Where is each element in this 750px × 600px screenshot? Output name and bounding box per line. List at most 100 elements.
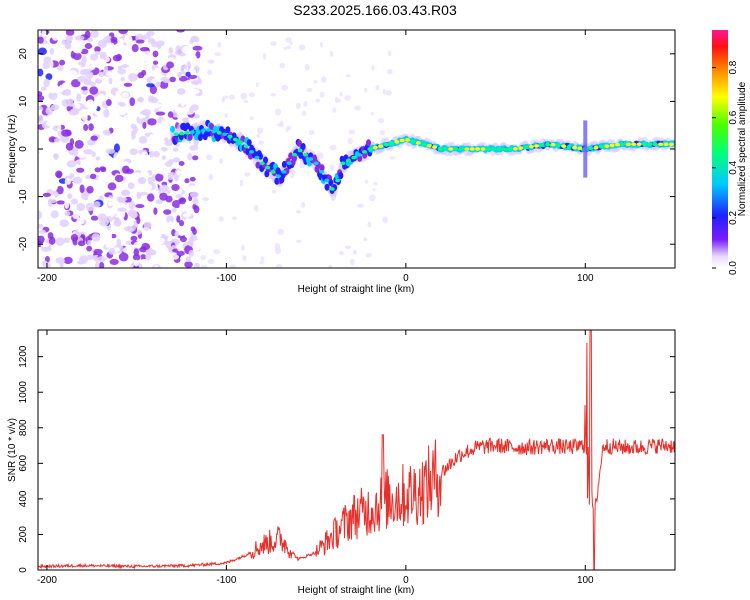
heatmap-cell — [149, 104, 154, 109]
heatmap-cell — [86, 81, 96, 87]
heatmap-cell — [291, 155, 297, 163]
heatmap-cell — [195, 129, 201, 134]
heatmap-cell — [125, 168, 134, 174]
heatmap-cell — [86, 185, 94, 194]
heatmap-cell — [289, 41, 293, 46]
heatmap-cell — [352, 249, 357, 255]
heatmap-cell — [175, 262, 185, 268]
heatmap-cell — [135, 39, 145, 44]
heatmap-cell — [187, 133, 193, 141]
heatmap-cell — [125, 124, 131, 131]
heatmap-cell — [357, 154, 363, 162]
heatmap-cell — [382, 216, 388, 224]
heatmap-cell — [555, 143, 561, 148]
heatmap-cell — [347, 137, 353, 145]
heatmap-cell — [588, 146, 594, 151]
heatmap-cell — [38, 115, 44, 124]
heatmap-cell — [121, 140, 129, 147]
heatmap-cell — [192, 114, 200, 119]
heatmap-cell — [295, 102, 302, 110]
heatmap-cell — [113, 66, 118, 72]
heatmap-cell — [87, 37, 94, 42]
heatmap-cell — [87, 195, 94, 201]
heatmap-cell — [189, 88, 200, 95]
heatmap-cell — [176, 113, 185, 120]
heatmap-cell — [140, 254, 147, 261]
chart-title: S233.2025.166.03.43.R03 — [293, 2, 457, 18]
heatmap-cell — [50, 210, 59, 219]
heatmap-cell — [38, 105, 44, 111]
heatmap-cell — [138, 114, 144, 119]
heatmap-cell — [113, 143, 120, 153]
heatmap-cell — [301, 201, 306, 208]
colorbar-tick-label: 0.2 — [728, 211, 739, 225]
heatmap-cell — [205, 128, 211, 132]
heatmap-cell — [242, 255, 247, 262]
heatmap-cell — [129, 148, 138, 156]
heatmap-cell — [308, 157, 314, 161]
heatmap-cell — [134, 259, 139, 267]
colorbar-tick-label: 0.4 — [728, 160, 739, 174]
heatmap-cell — [79, 249, 87, 255]
heatmap-cell — [98, 59, 107, 68]
heatmap-cell — [123, 114, 131, 121]
heatmap-cell — [179, 197, 187, 205]
heatmap-cell — [116, 238, 122, 248]
heatmap-cell — [94, 78, 103, 84]
heatmap-cell — [254, 155, 260, 160]
heatmap-cell — [224, 113, 228, 118]
heatmap-cell — [283, 46, 287, 51]
heatmap-cell — [348, 129, 356, 135]
colorbar-tick-label: 0.6 — [728, 110, 739, 124]
heatmap-cell — [70, 234, 79, 242]
heatmap-cell — [41, 86, 47, 91]
heatmap-cell — [279, 120, 284, 128]
heatmap-cell — [298, 151, 304, 159]
heatmap-cell — [145, 112, 150, 118]
heatmap-cell — [165, 117, 171, 127]
heatmap-cell — [120, 77, 125, 82]
heatmap-cell — [66, 160, 77, 168]
heatmap-cell — [129, 97, 136, 107]
heatmap-cell — [275, 263, 283, 268]
colorbar-ticks: 0.0 0.2 0.4 0.6 0.8 — [712, 60, 739, 275]
heatmap-cell — [189, 191, 199, 198]
y-tick-label: 1200 — [18, 345, 29, 368]
heatmap-cell — [67, 223, 75, 230]
heatmap-cell — [143, 183, 153, 191]
heatmap-cell — [147, 249, 157, 256]
heatmap-cell — [157, 43, 162, 50]
heatmap-cell — [190, 226, 196, 232]
heatmap-cell — [405, 138, 411, 142]
heatmap-cell — [179, 131, 185, 136]
heatmap-cell — [177, 243, 182, 252]
heatmap-cell — [321, 76, 327, 84]
heatmap-cell — [334, 96, 339, 103]
heatmap-cell — [173, 132, 179, 137]
heatmap-cell — [168, 159, 174, 165]
heatmap-cell — [119, 161, 129, 166]
heatmap-cell — [149, 259, 157, 265]
heatmap-cell — [345, 158, 351, 163]
x-tick-label: -200 — [37, 273, 57, 284]
heatmap-cell — [97, 93, 106, 103]
heatmap-cell — [152, 50, 159, 58]
y-tick-label: 20 — [18, 48, 29, 60]
heatmap-cell — [241, 244, 245, 251]
y-tick-label: 0 — [18, 146, 29, 152]
heatmap-cell — [64, 211, 71, 217]
heatmap-cell — [141, 226, 151, 234]
heatmap-cell — [130, 235, 138, 242]
x-tick-label: -100 — [216, 273, 236, 284]
heatmap-cell — [95, 156, 101, 161]
heatmap-cell — [72, 176, 83, 184]
heatmap-cell — [329, 164, 335, 171]
heatmap-cell — [51, 31, 60, 41]
heatmap-cell — [91, 233, 101, 242]
heatmap-cell — [164, 229, 171, 237]
heatmap-cell — [77, 240, 86, 247]
heatmap-cell — [232, 137, 238, 142]
heatmap-cell — [200, 254, 207, 261]
x-tick-label: -100 — [216, 575, 236, 586]
heatmap-cell — [83, 123, 89, 131]
